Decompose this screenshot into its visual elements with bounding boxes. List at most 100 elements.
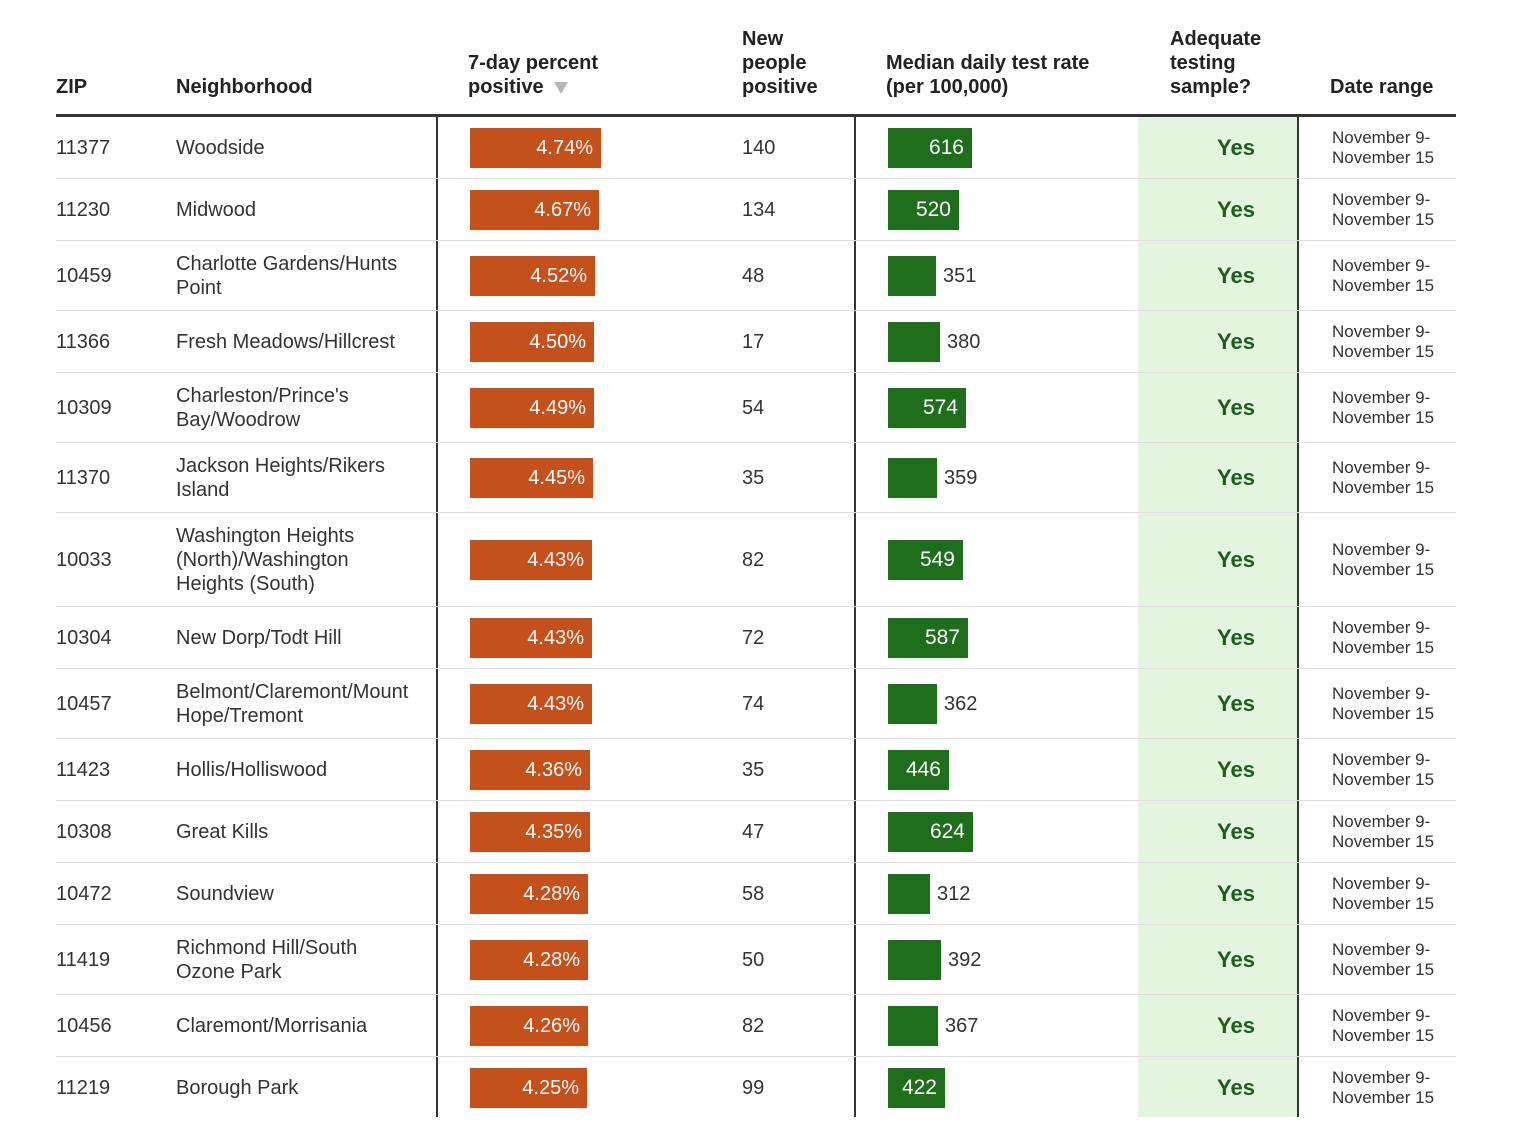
date-range-line1: November 9-: [1332, 540, 1431, 559]
new-positive-cell: 134: [742, 199, 776, 221]
test-rate-bar: [888, 684, 937, 724]
zip-cell: 10459: [56, 265, 112, 287]
test-rate-label: 312: [937, 883, 971, 905]
row-separator: [56, 606, 1456, 607]
date-range-text: November 9- November 15: [1332, 874, 1434, 914]
pct-positive-bar: 4.26%: [470, 1006, 588, 1046]
date-range-line2: November 15: [1332, 148, 1435, 167]
test-rate-bar: 446: [888, 750, 949, 790]
test-rate-bar: [888, 322, 940, 362]
test-rate-label: 574: [922, 396, 958, 419]
pct-positive-bar: 4.52%: [470, 256, 595, 296]
new-positive-cell: 74: [742, 693, 765, 715]
header-neighborhood[interactable]: Neighborhood: [176, 75, 313, 99]
table-row[interactable]: 10033 Washington Heights (North)/Washingt…: [56, 513, 1456, 607]
row-separator: [56, 924, 1456, 925]
header-date-range[interactable]: Date range: [1330, 75, 1433, 99]
header-pct[interactable]: 7-day percent positive: [468, 51, 598, 99]
date-range-cell: November 9- November 15: [1332, 925, 1456, 995]
table-row[interactable]: 10309 Charleston/Prince's Bay/Woodrow 4.49…: [56, 373, 1456, 443]
test-rate-cell: 392: [888, 925, 1128, 995]
test-rate-cell: 549: [888, 513, 1128, 607]
table-row[interactable]: 10472 Soundview 4.28% 58 312 Yes November 9- No…: [56, 863, 1456, 925]
table-row[interactable]: 11366 Fresh Meadows/Hillcrest 4.50% 17 380 Ye…: [56, 311, 1456, 373]
date-range-line1: November 9-: [1332, 458, 1431, 477]
date-range-line2: November 15: [1332, 408, 1435, 427]
row-separator: [56, 800, 1456, 801]
sort-down-triangle-icon[interactable]: [553, 81, 568, 94]
row-separator: [56, 862, 1456, 863]
adequate-sample-cell: Yes: [1217, 197, 1255, 222]
pct-positive-bar: 4.43%: [470, 684, 592, 724]
table-row[interactable]: 11377 Woodside 4.74% 140 616 Yes November 9- No…: [56, 117, 1456, 179]
table-row[interactable]: 10304 New Dorp/Todt Hill 4.43% 72 587 Yes Nove…: [56, 607, 1456, 669]
date-range-text: November 9- November 15: [1332, 1068, 1434, 1108]
date-range-line1: November 9-: [1332, 750, 1431, 769]
table-row[interactable]: 10457 Belmont/Claremont/Mount Hope/Tremon…: [56, 669, 1456, 739]
pct-positive-cell: 4.43%: [470, 669, 720, 739]
new-positive-cell: 82: [742, 1015, 765, 1037]
adequate-sample-cell: Yes: [1217, 1075, 1255, 1100]
date-range-line2: November 15: [1332, 1088, 1435, 1107]
adequate-sample-cell: Yes: [1217, 263, 1255, 288]
test-rate-label: 380: [947, 331, 981, 353]
row-separator: [56, 1056, 1456, 1057]
date-range-text: November 9- November 15: [1332, 750, 1434, 790]
pct-positive-label: 4.28%: [523, 949, 580, 971]
date-range-cell: November 9- November 15: [1332, 863, 1456, 925]
row-separator: [56, 310, 1456, 311]
test-rate-cell: 351: [888, 241, 1128, 311]
pct-positive-label: 4.49%: [529, 397, 586, 419]
header-test-rate[interactable]: Median daily test rate (per 100,000): [886, 51, 1089, 99]
header-date-range-label: Date range: [1330, 76, 1434, 98]
table-row[interactable]: 11370 Jackson Heights/Rikers Island 4.45% 3…: [56, 443, 1456, 513]
table-row[interactable]: 11219 Borough Park 4.25% 99 422 Yes November 9…: [56, 1057, 1456, 1119]
row-separator: [56, 372, 1456, 373]
table-row[interactable]: 11419 Richmond Hill/South Ozone Park 4.28%…: [56, 925, 1456, 995]
neighborhood-cell: Borough Park: [176, 1077, 299, 1099]
neighborhood-cell: Fresh Meadows/Hillcrest: [176, 331, 395, 353]
neighborhood-cell: Washington Heights (North)/Washington He…: [176, 525, 355, 595]
adequate-sample-cell: Yes: [1217, 465, 1255, 490]
date-range-line2: November 15: [1332, 960, 1435, 979]
zip-cell: 10304: [56, 627, 112, 649]
pct-positive-cell: 4.26%: [470, 995, 720, 1057]
new-positive-cell: 35: [742, 467, 765, 489]
date-range-line1: November 9-: [1332, 256, 1431, 275]
pct-positive-bar: 4.43%: [470, 540, 592, 580]
test-rate-cell: 367: [888, 995, 1128, 1057]
pct-positive-bar: 4.43%: [470, 618, 592, 658]
test-rate-cell: 422: [888, 1057, 1128, 1119]
pct-positive-label: 4.43%: [527, 549, 584, 571]
pct-positive-label: 4.43%: [527, 627, 584, 649]
date-range-cell: November 9- November 15: [1332, 117, 1456, 179]
table-row[interactable]: 10308 Great Kills 4.35% 47 624 Yes November 9-…: [56, 801, 1456, 863]
date-range-line1: November 9-: [1332, 812, 1431, 831]
test-rate-label: 616: [928, 136, 964, 159]
table-row[interactable]: 10456 Claremont/Morrisania 4.26% 82 367 Yes No…: [56, 995, 1456, 1057]
zip-cell: 11423: [56, 759, 111, 781]
date-range-line1: November 9-: [1332, 1006, 1431, 1025]
header-new-positive[interactable]: New people positive: [742, 27, 818, 99]
header-zip[interactable]: ZIP: [56, 75, 87, 99]
test-rate-label: 367: [945, 1015, 979, 1037]
neighborhood-cell: Belmont/Claremont/Mount Hope/Tremont: [176, 681, 409, 727]
header-adequate[interactable]: Adequate testing sample?: [1170, 27, 1261, 99]
date-range-text: November 9- November 15: [1332, 128, 1434, 168]
pct-positive-bar: 4.50%: [470, 322, 594, 362]
new-positive-cell: 140: [742, 137, 776, 159]
neighborhood-cell: Hollis/Holliswood: [176, 759, 328, 781]
test-rate-bar: [888, 1006, 938, 1046]
table-row[interactable]: 10459 Charlotte Gardens/Hunts Point 4.52% 4…: [56, 241, 1456, 311]
table-row[interactable]: 11230 Midwood 4.67% 134 520 Yes November 9- Nov…: [56, 179, 1456, 241]
adequate-sample-cell: Yes: [1217, 329, 1255, 354]
row-separator: [56, 512, 1456, 513]
date-range-cell: November 9- November 15: [1332, 179, 1456, 241]
test-rate-bar: [888, 940, 941, 980]
table-row[interactable]: 11423 Hollis/Holliswood 4.36% 35 446 Yes Novem…: [56, 739, 1456, 801]
adequate-sample-cell: Yes: [1217, 691, 1255, 716]
date-range-line1: November 9-: [1332, 684, 1431, 703]
adequate-sample-cell: Yes: [1217, 395, 1255, 420]
new-positive-cell: 82: [742, 549, 765, 571]
pct-positive-cell: 4.49%: [470, 373, 720, 443]
